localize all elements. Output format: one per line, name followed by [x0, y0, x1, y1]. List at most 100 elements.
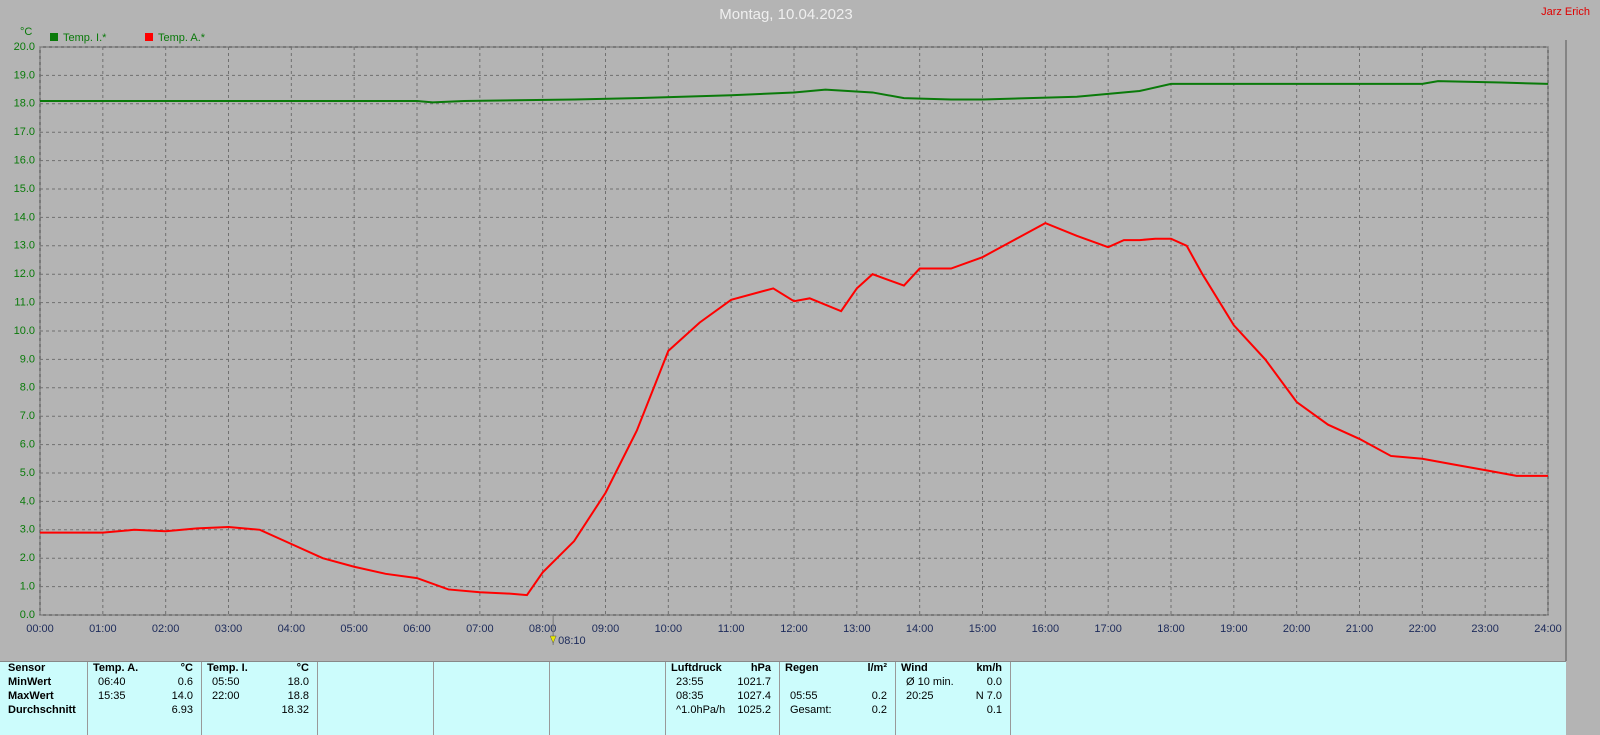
time-cell: 15:35 — [98, 690, 126, 702]
y-tick-label: 13.0 — [14, 240, 35, 252]
x-tick-label: 08:00 — [529, 623, 557, 635]
x-tick-label: 00:00 — [26, 623, 54, 635]
marker-label: 08:10 — [558, 635, 586, 647]
group-column: Luftdruck hPa 23:55 1021.7 08:35 1027.4 ^1.0hP… — [666, 662, 780, 735]
series-line — [40, 80, 1549, 104]
empty-column — [318, 662, 434, 735]
value-cell: 0.0 — [986, 676, 1002, 688]
x-tick-label: 22:00 — [1409, 623, 1437, 635]
y-tick-label: 11.0 — [14, 297, 35, 309]
x-tick-label: 05:00 — [340, 623, 368, 635]
x-tick-label: 14:00 — [906, 623, 934, 635]
chart-title: Montag, 10.04.2023 — [719, 6, 852, 23]
chart: Montag, 10.04.2023 Jarz Erich °C 0.0 1.0 2… — [14, 6, 1590, 661]
value-cell: 18.32 — [281, 704, 309, 716]
time-cell: Ø 10 min. — [906, 676, 954, 688]
x-tick-label: 02:00 — [152, 623, 180, 635]
x-tick-label: 15:00 — [969, 623, 997, 635]
time-cell: 05:50 — [212, 676, 240, 688]
x-tick-label: 23:00 — [1471, 623, 1499, 635]
x-tick-label: 19:00 — [1220, 623, 1248, 635]
group-name: Wind — [901, 662, 928, 674]
row-label: MaxWert — [8, 690, 54, 702]
y-tick-label: 4.0 — [20, 495, 35, 507]
value-cell: 1021.7 — [737, 676, 771, 688]
x-tick-label: 10:00 — [655, 623, 683, 635]
row-label: Durchschnitt — [8, 704, 76, 716]
y-tick-label: 7.0 — [20, 410, 35, 422]
group-name: Regen — [785, 662, 819, 674]
y-tick-label: 18.0 — [14, 98, 35, 110]
x-tick-label: 04:00 — [278, 623, 306, 635]
y-tick-label: 2.0 — [20, 552, 35, 564]
legend-label: Temp. I.* — [63, 32, 107, 44]
owner: Jarz Erich — [1541, 6, 1590, 18]
y-tick-label: 6.0 — [20, 439, 35, 451]
y-tick-label: 5.0 — [20, 467, 35, 479]
value-cell: 1025.2 — [737, 704, 771, 716]
group-name: Temp. A. — [93, 662, 139, 674]
y-tick-label: 12.0 — [14, 268, 35, 280]
x-tick-label: 01:00 — [89, 623, 117, 635]
value-cell: 0.6 — [177, 676, 193, 688]
y-tick-label: 16.0 — [14, 155, 35, 167]
y-tick-label: 19.0 — [14, 69, 35, 81]
x-tick-label: 03:00 — [215, 623, 243, 635]
group-column: Wind km/h Ø 10 min. 0.0 20:25 N 7.0 0.1 — [896, 662, 1011, 735]
group-unit: km/h — [976, 662, 1002, 674]
value-cell: 18.8 — [287, 690, 309, 702]
group-unit: °C — [180, 662, 193, 674]
x-tick-label: 20:00 — [1283, 623, 1311, 635]
group-name: Luftdruck — [671, 662, 722, 674]
x-tick-label: 18:00 — [1157, 623, 1185, 635]
y-tick-label: 15.0 — [14, 183, 35, 195]
time-cell: 22:00 — [212, 690, 240, 702]
marker-triangle — [549, 635, 557, 644]
y-tick-label: 10.0 — [14, 325, 35, 337]
label-column: Sensor MinWert MaxWert Durchschnitt — [0, 662, 88, 735]
legend-swatch — [145, 33, 153, 41]
time-cell: 08:35 — [676, 690, 704, 702]
y-tick-label: 20.0 — [14, 41, 35, 53]
group-column: Regen l/m² 05:55 0.2 Gesamt: 0.2 — [780, 662, 896, 735]
group-unit: °C — [296, 662, 309, 674]
value-cell: 18.0 — [287, 676, 309, 688]
y-tick-label: 8.0 — [20, 382, 35, 394]
value-cell: 14.0 — [171, 690, 193, 702]
x-tick-label: 07:00 — [466, 623, 494, 635]
time-cell: ^1.0hPa/h — [676, 704, 726, 716]
value-cell: N 7.0 — [975, 690, 1002, 702]
x-tick-label: 17:00 — [1094, 623, 1122, 635]
time-cell: 05:55 — [790, 690, 818, 702]
x-tick-label: 21:00 — [1346, 623, 1374, 635]
y-tick-label: 9.0 — [20, 353, 35, 365]
x-tick-label: 24:00 — [1534, 623, 1562, 635]
value-cell: 0.2 — [871, 704, 887, 716]
corner-label: Sensor — [8, 662, 46, 674]
time-cell: 06:40 — [98, 676, 126, 688]
group-unit: hPa — [750, 662, 771, 674]
x-tick-label: 13:00 — [843, 623, 871, 635]
y-tick-label: 0.0 — [20, 609, 35, 621]
legend-label: Temp. A.* — [158, 32, 206, 44]
empty-column — [434, 662, 550, 735]
x-tick-label: 12:00 — [780, 623, 808, 635]
group-unit: l/m² — [867, 662, 887, 674]
value-cell: 0.1 — [986, 704, 1002, 716]
y-axis-label: °C — [20, 26, 32, 38]
value-cell: 0.2 — [871, 690, 887, 702]
legend-swatch — [50, 33, 58, 41]
series-line — [40, 221, 1548, 597]
x-tick-label: 11:00 — [718, 623, 745, 635]
y-tick-label: 17.0 — [14, 126, 35, 138]
value-cell: 6.93 — [171, 704, 193, 716]
y-tick-label: 1.0 — [20, 581, 35, 593]
time-cell: 23:55 — [676, 676, 704, 688]
group-column: Temp. I. °C 05:50 18.0 22:00 18.8 18.32 — [202, 662, 318, 735]
time-cell: 20:25 — [906, 690, 934, 702]
value-cell: 1027.4 — [737, 690, 771, 702]
x-tick-label: 06:00 — [403, 623, 431, 635]
row-label: MinWert — [8, 676, 52, 688]
y-tick-label: 14.0 — [14, 211, 35, 223]
